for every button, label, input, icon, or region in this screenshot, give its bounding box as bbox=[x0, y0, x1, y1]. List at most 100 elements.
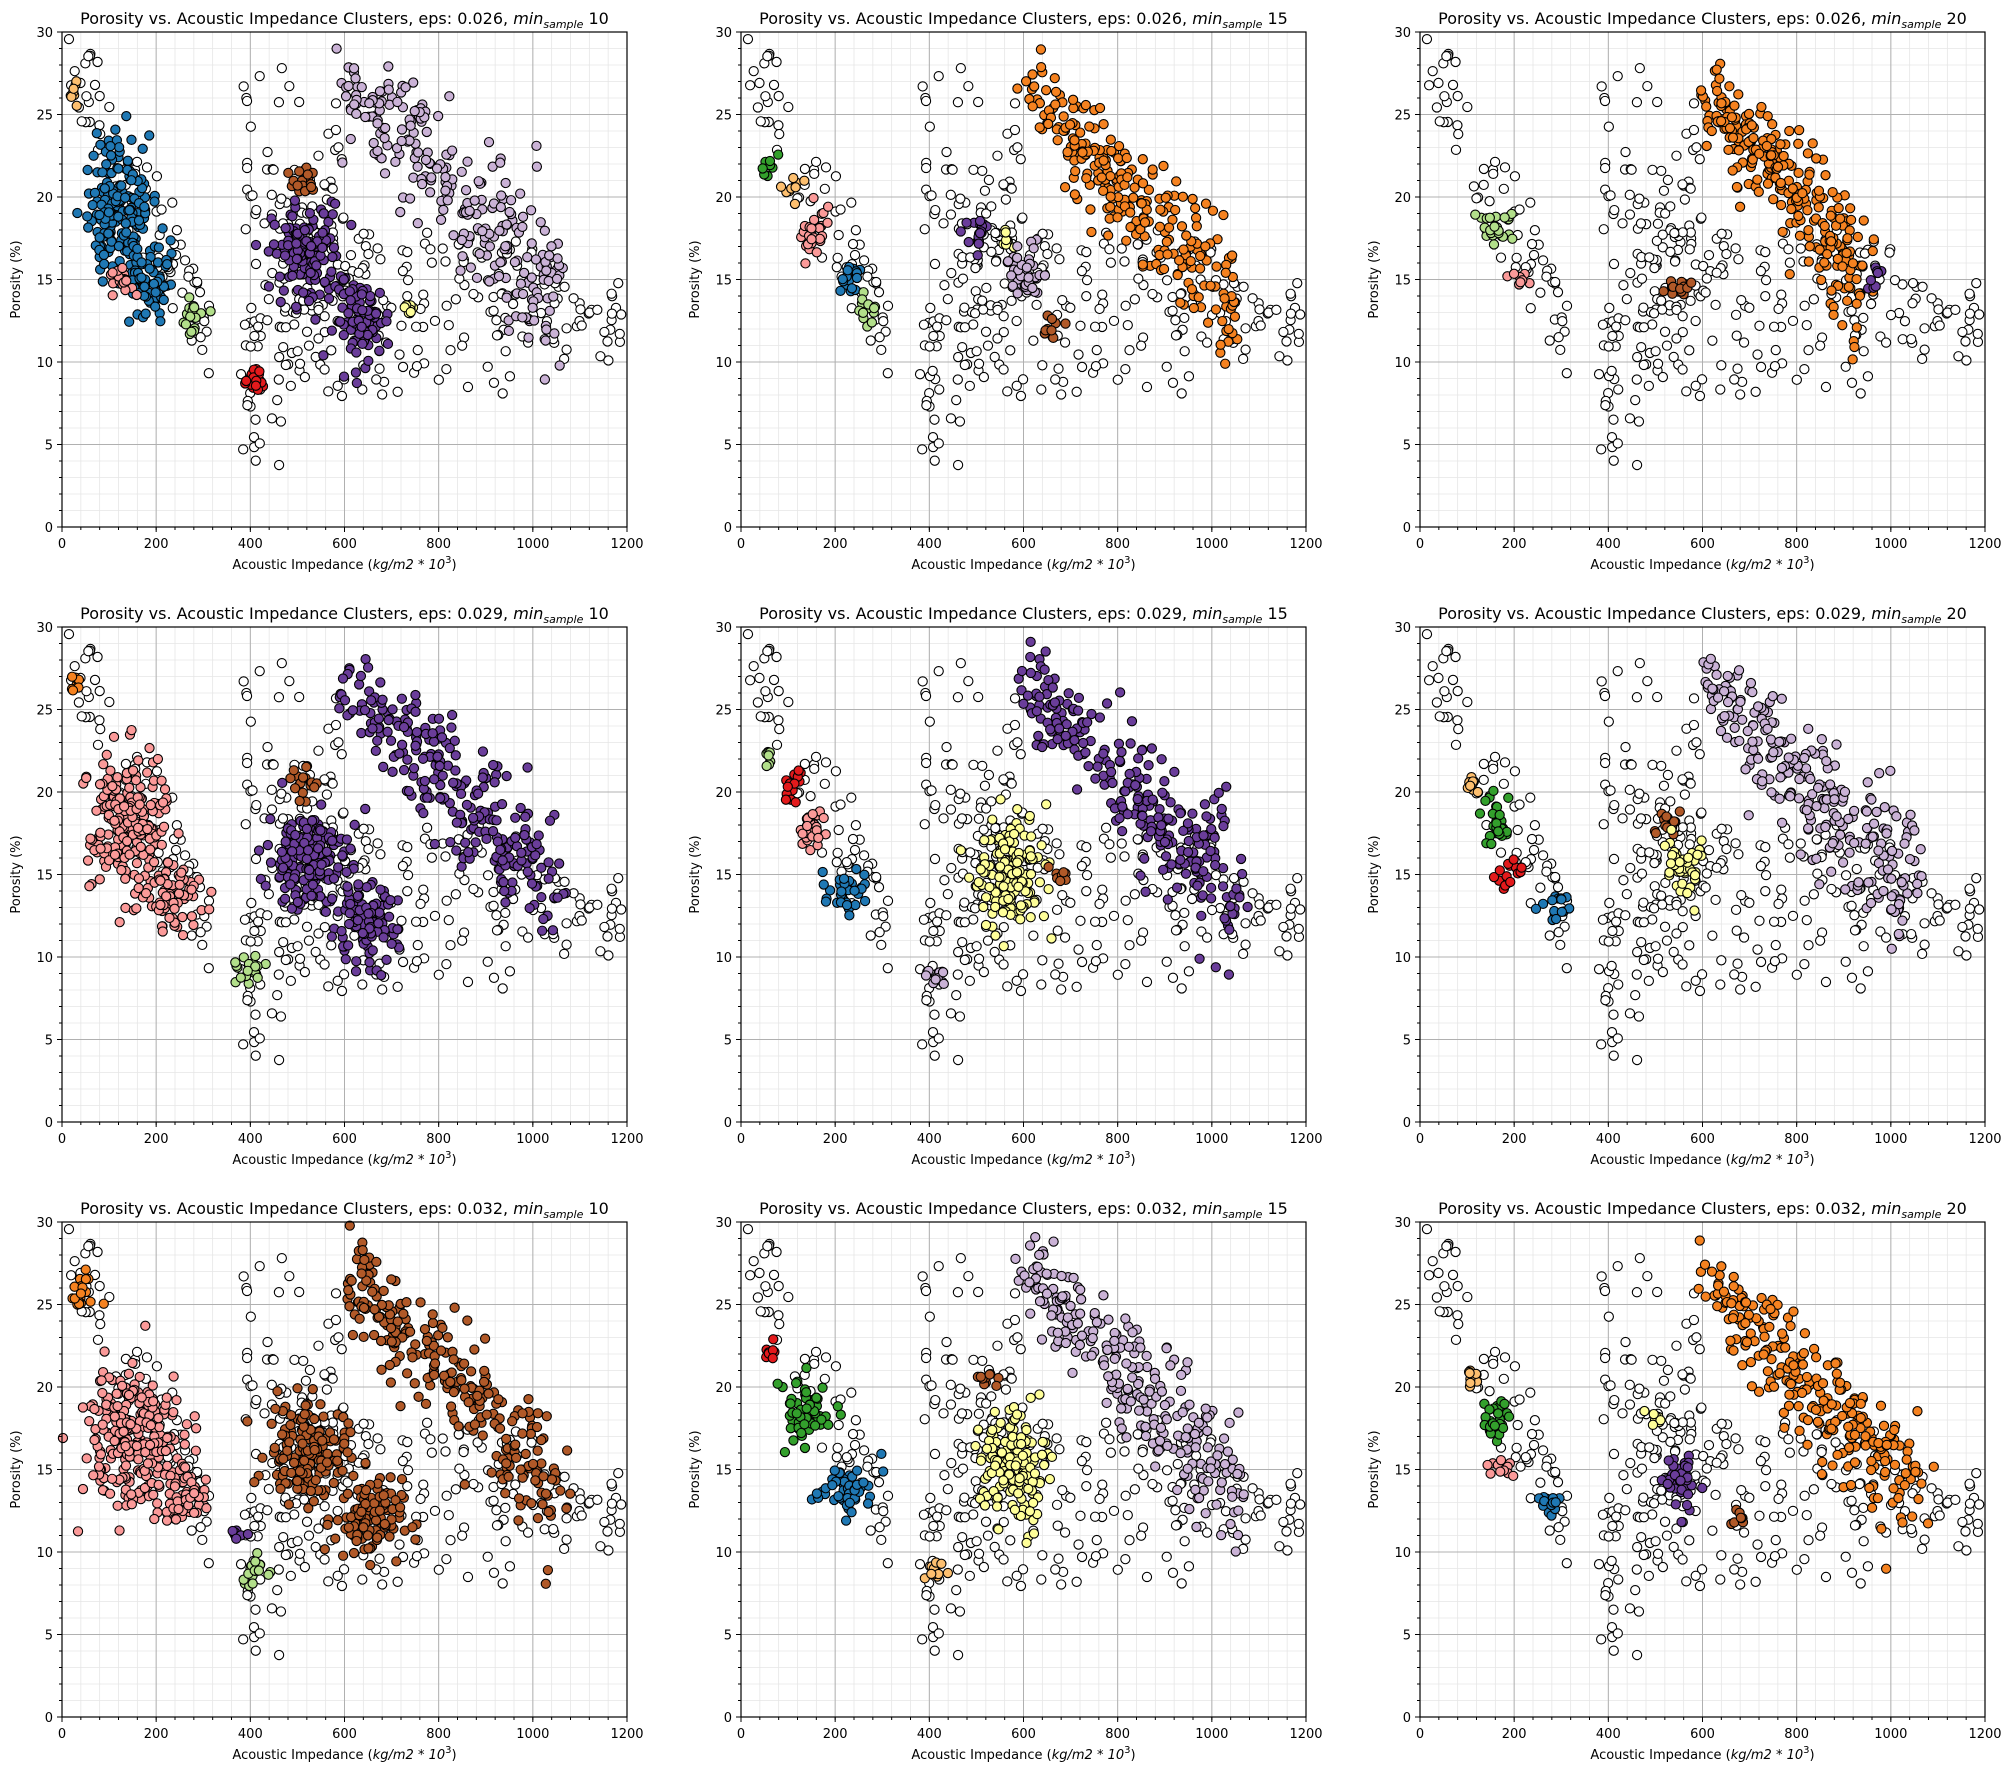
noise-point bbox=[491, 925, 503, 936]
cluster-point-purple bbox=[536, 925, 548, 936]
cluster-point-pink bbox=[120, 873, 131, 884]
cluster-point-purple bbox=[364, 957, 375, 968]
cluster-point-lightpurple bbox=[368, 137, 379, 149]
noise-point bbox=[959, 954, 970, 966]
noise-point bbox=[1933, 304, 1944, 315]
cluster-point-purple bbox=[510, 812, 521, 823]
cluster-point-lightpurple bbox=[544, 305, 555, 317]
noise-point bbox=[1791, 374, 1802, 385]
noise-point bbox=[847, 833, 859, 845]
noise-point bbox=[998, 364, 1009, 375]
cluster-point-pink bbox=[142, 767, 153, 778]
cluster-point-lightpurple bbox=[345, 133, 356, 145]
noise-point bbox=[95, 723, 106, 735]
cluster-point-lightpurple bbox=[469, 195, 480, 206]
noise-point bbox=[1694, 154, 1705, 165]
cluster-point-lightpurple bbox=[1011, 252, 1023, 263]
noise-point bbox=[1677, 227, 1688, 238]
noise-point bbox=[92, 56, 103, 68]
noise-point bbox=[250, 853, 262, 865]
noise-point bbox=[1122, 319, 1133, 331]
noise-point bbox=[1716, 360, 1727, 371]
noise-point bbox=[1015, 985, 1027, 997]
x-tick-label: 0 bbox=[1416, 537, 1424, 552]
noise-point bbox=[240, 819, 251, 830]
cluster-point-purple bbox=[533, 830, 544, 841]
cluster-point-orange bbox=[1086, 226, 1097, 238]
cluster-point-pink bbox=[114, 917, 125, 928]
x-tick-label: 1200 bbox=[1289, 537, 1322, 552]
noise-point bbox=[239, 914, 251, 925]
noise-point bbox=[575, 304, 586, 315]
noise-point bbox=[1471, 193, 1482, 204]
noise-point bbox=[849, 844, 861, 856]
cluster-point-purple bbox=[437, 770, 448, 781]
cluster-point-blue bbox=[124, 205, 135, 216]
noise-point bbox=[989, 351, 1000, 363]
cluster-point-orange bbox=[1727, 165, 1738, 176]
cluster-point-lightpurple bbox=[396, 124, 408, 135]
cluster-point-brown bbox=[294, 795, 305, 807]
noise-point bbox=[1495, 252, 1507, 263]
noise-point bbox=[1638, 302, 1649, 313]
noise-point bbox=[1090, 361, 1102, 372]
cluster-point-orange bbox=[1223, 323, 1234, 335]
cluster-point-pink bbox=[806, 223, 817, 234]
noise-point bbox=[280, 954, 291, 966]
noise-point bbox=[1179, 346, 1190, 357]
noise-point bbox=[760, 91, 771, 102]
cluster-point-blue bbox=[122, 155, 133, 166]
noise-point bbox=[874, 927, 885, 938]
noise-point bbox=[1606, 365, 1617, 377]
cluster-point-blue bbox=[89, 187, 101, 199]
cluster-point-purple bbox=[347, 705, 359, 716]
noise-point bbox=[276, 193, 287, 204]
cluster-point-orange bbox=[1218, 209, 1229, 221]
cluster-point-orange bbox=[1171, 176, 1182, 187]
noise-point bbox=[850, 225, 862, 236]
cluster-point-orange bbox=[1029, 81, 1040, 92]
cluster-point-purple bbox=[274, 271, 285, 282]
cluster-point-blue bbox=[87, 199, 98, 211]
cluster-point-purple bbox=[387, 704, 398, 715]
noise-point bbox=[1488, 168, 1499, 179]
noise-point bbox=[1054, 254, 1065, 265]
cluster-point-orange bbox=[1105, 191, 1116, 202]
noise-point bbox=[926, 785, 937, 796]
noise-point bbox=[978, 371, 990, 383]
noise-point bbox=[504, 371, 516, 382]
noise-point bbox=[921, 400, 932, 411]
noise-point bbox=[73, 697, 85, 708]
noise-point bbox=[410, 916, 422, 927]
cluster-point-orange bbox=[1797, 188, 1808, 199]
cluster-point-orange bbox=[1161, 236, 1172, 247]
cluster-point-purple bbox=[301, 853, 313, 865]
cluster-point-purple bbox=[303, 295, 315, 307]
noise-point bbox=[76, 116, 87, 127]
noise-point bbox=[561, 323, 572, 334]
cluster-point-purple bbox=[419, 775, 431, 787]
cluster-point-purple bbox=[280, 836, 291, 847]
cluster-point-lightpurple bbox=[483, 136, 495, 148]
cluster-point-purple bbox=[280, 222, 291, 234]
cluster-point-orange bbox=[1828, 309, 1839, 321]
noise-point bbox=[1820, 381, 1832, 393]
cluster-point-blue bbox=[139, 281, 150, 292]
cluster-point-brown bbox=[1046, 325, 1057, 336]
cluster-point-pink bbox=[85, 833, 96, 844]
noise-point bbox=[1555, 344, 1566, 356]
cluster-point-blue bbox=[153, 242, 165, 253]
cluster-point-orange bbox=[1125, 221, 1136, 233]
noise-point bbox=[1729, 374, 1740, 385]
cluster-point-orange bbox=[1711, 64, 1722, 75]
noise-point bbox=[1632, 351, 1643, 363]
noise-point bbox=[1604, 302, 1615, 314]
noise-point bbox=[873, 882, 885, 893]
cluster-point-orange bbox=[1802, 205, 1813, 216]
noise-point bbox=[1090, 956, 1102, 967]
noise-point bbox=[1104, 244, 1115, 255]
cluster-point-lightgreen bbox=[1470, 209, 1481, 220]
cluster-point-orange bbox=[1105, 134, 1116, 145]
cluster-point-purple bbox=[547, 925, 559, 936]
noise-point bbox=[273, 374, 284, 385]
